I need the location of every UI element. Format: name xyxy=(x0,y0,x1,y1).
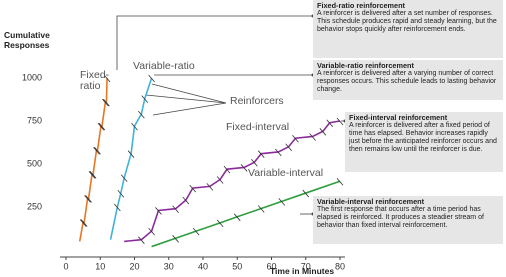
annotation-text: The first response that occurs after a t… xyxy=(317,206,484,229)
reinforcer-mark xyxy=(192,227,200,236)
x-tick-label: 20 xyxy=(129,261,139,271)
reinforcer-mark xyxy=(79,219,87,227)
reinforcer-mark xyxy=(326,119,334,127)
reinforcer-mark xyxy=(148,74,155,83)
reinforcer-mark xyxy=(85,195,92,203)
reinforcer-mark xyxy=(223,165,231,174)
annotation-title: Fixed-ratio reinforcement xyxy=(317,1,405,10)
annotation-text: A reinforcer is delivered after a set nu… xyxy=(317,10,497,33)
reinforcer-mark xyxy=(172,235,179,243)
reinforcer-mark xyxy=(240,164,248,172)
reinforcer-mark xyxy=(257,150,265,158)
reinforcer-mark xyxy=(302,189,310,198)
annotation: Fixed-ratio reinforcement A reinforcer i… xyxy=(313,0,503,58)
reinforcer-mark xyxy=(278,198,286,206)
reinforcers-label: Reinforcers xyxy=(230,95,284,107)
x-tick-label: 0 xyxy=(63,261,68,271)
reinforcer-mark xyxy=(148,227,155,236)
series-label: Fixed-interval xyxy=(226,121,290,133)
y-tick-label: 500 xyxy=(27,158,42,168)
series-label: Fixed-ratio xyxy=(80,69,110,92)
reinforcer-mark xyxy=(155,207,162,215)
reinforcer-mark xyxy=(182,196,190,205)
reinforcer-mark xyxy=(172,205,179,213)
y-tick-label: 250 xyxy=(27,201,42,211)
reinforcer-mark xyxy=(127,150,135,158)
annotation-title: Variable-interval reinforcement xyxy=(317,197,425,206)
reinforcer-mark xyxy=(89,171,97,179)
reinforcer-mark xyxy=(80,219,88,227)
reinforcer-mark xyxy=(216,219,224,228)
reinforcer-mark xyxy=(98,122,106,131)
reinforcer-mark xyxy=(292,134,299,143)
series-line xyxy=(109,77,153,240)
reinforcer-mark xyxy=(257,205,265,213)
reinforcer-mark xyxy=(103,98,110,107)
annotation: Variable-interval reinforcement The firs… xyxy=(313,196,503,244)
series-label: Variable-ratio xyxy=(133,60,195,72)
reinforcer-mark xyxy=(141,95,149,103)
reinforcer-mark xyxy=(285,143,292,152)
reinforcer-mark xyxy=(251,159,258,167)
annotation-title: Fixed-interval reinforcement xyxy=(349,113,448,122)
reinforcer-mark xyxy=(97,122,105,131)
reinforcer-mark xyxy=(94,146,101,155)
y-axis-label: Cumulative Responses xyxy=(4,30,50,50)
reinforcer-mark xyxy=(102,98,109,107)
x-tick-label: 10 xyxy=(95,261,105,271)
x-tick-label: 60 xyxy=(266,261,276,271)
annotation: Fixed-interval reinforcement A reinforce… xyxy=(345,112,503,172)
x-tick-label: 70 xyxy=(301,261,311,271)
annotation-title: Variable-ratio reinforcement xyxy=(317,61,414,70)
reinforcer-mark xyxy=(216,176,224,184)
reinforcer-mark xyxy=(206,183,214,191)
reinforcer-mark xyxy=(117,189,125,198)
reinforcer-mark xyxy=(319,128,327,136)
y-tick-label: 1000 xyxy=(22,72,42,82)
reinforcer-mark xyxy=(189,184,197,193)
x-tick-label: 80 xyxy=(335,261,345,271)
connectors xyxy=(116,15,345,215)
reinforcer-mark xyxy=(233,213,241,222)
series-line xyxy=(124,120,341,243)
annotation-text: A reinforcer is delivered after a varyin… xyxy=(317,70,497,93)
annotation: Variable-ratio reinforcement A reinforce… xyxy=(313,60,503,100)
reinforcer-mark xyxy=(120,174,128,183)
x-tick-label: 30 xyxy=(164,261,174,271)
x-tick-label: 40 xyxy=(198,261,208,271)
reinforcer-mark xyxy=(275,148,282,157)
annotation-text: A reinforcer is delivered after a fixed … xyxy=(349,122,497,153)
reinforcer-mark xyxy=(84,195,91,203)
y-tick-label: 750 xyxy=(27,115,42,125)
reinforcer-mark xyxy=(131,122,138,131)
reinforcer-mark xyxy=(88,171,96,179)
reinforcer-mark xyxy=(336,177,344,186)
reinforcer-mark xyxy=(93,146,100,155)
x-axis-label: Time in Minutes xyxy=(270,266,335,276)
series-line xyxy=(78,77,108,242)
reinforcer-mark xyxy=(336,117,344,126)
x-tick-label: 50 xyxy=(232,261,242,271)
reinforcer-mark xyxy=(309,133,316,141)
reinforcer-mark xyxy=(138,110,145,119)
reinforcer-mark xyxy=(138,236,145,244)
reinforcer-mark xyxy=(103,74,111,83)
reinforcer-mark xyxy=(114,203,121,212)
series-label: Variable-interval xyxy=(248,167,324,179)
